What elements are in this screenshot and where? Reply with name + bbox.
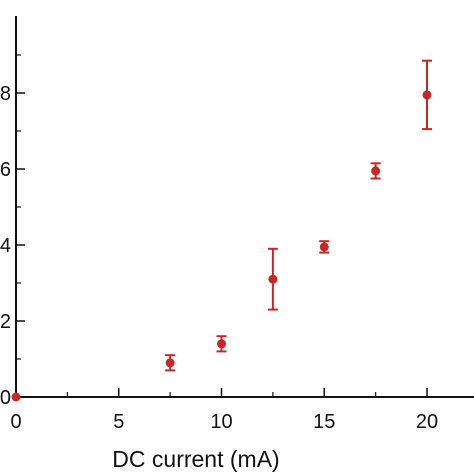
y-tick-label: 8 [0, 83, 11, 105]
y-tick-label: 4 [0, 235, 11, 257]
x-tick-label: 10 [210, 411, 232, 433]
data-point [165, 354, 176, 372]
data-point [216, 335, 227, 353]
x-tick-label: 20 [416, 411, 438, 433]
data-point [422, 59, 432, 131]
x-axis-ticks: 0 5 10 15 20 [10, 388, 438, 433]
y-tick-label: 6 [0, 159, 11, 181]
data-point [267, 247, 278, 311]
x-axis-label: DC current (mA) [112, 446, 279, 472]
y-tick-label: 2 [0, 311, 11, 333]
data-points [11, 59, 432, 402]
point-marker [371, 166, 381, 176]
x-tick-label: 15 [313, 411, 335, 433]
plot-axes [15, 16, 474, 398]
x-tick-label: 5 [113, 411, 124, 433]
y-tick-label: 0 [0, 387, 11, 409]
point-marker [319, 242, 329, 252]
data-point [370, 162, 381, 180]
origin-point-marker [11, 392, 21, 402]
point-marker [422, 90, 432, 100]
point-marker [268, 274, 278, 284]
x-tick-label: 0 [10, 411, 21, 433]
point-marker [165, 358, 175, 368]
point-marker [217, 339, 226, 349]
y-axis-ticks: 0 2 4 6 8 [0, 54, 25, 409]
data-point [319, 240, 330, 254]
